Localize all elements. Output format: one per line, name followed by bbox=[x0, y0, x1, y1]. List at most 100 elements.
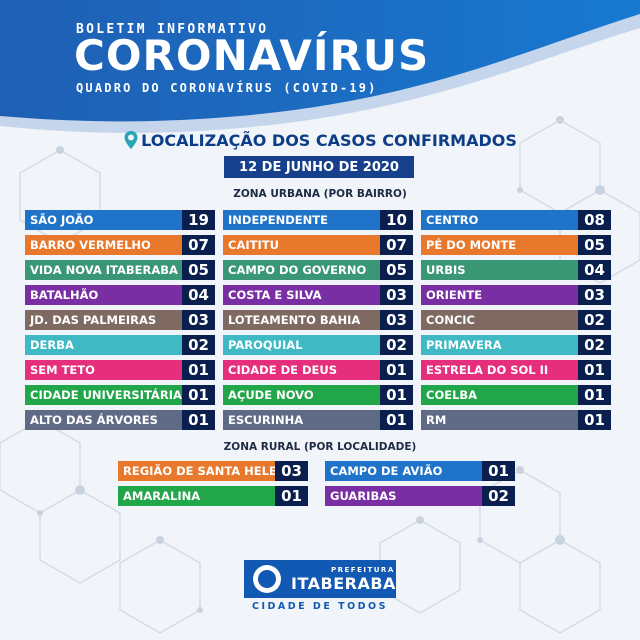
neighborhood-name: PÉ DO MONTE bbox=[426, 238, 517, 252]
neighborhood-item: CENTRO 08 bbox=[421, 210, 611, 230]
slogan: CIDADE DE TODOS bbox=[252, 601, 388, 612]
case-count: 04 bbox=[578, 260, 611, 280]
case-count: 01 bbox=[182, 360, 215, 380]
case-count: 01 bbox=[578, 360, 611, 380]
neighborhood-name: CIDADE UNIVERSITÁRIA bbox=[30, 388, 182, 402]
neighborhood-item: CAITITU 07 bbox=[223, 235, 413, 255]
neighborhood-name: JD. DAS PALMEIRAS bbox=[30, 313, 157, 327]
neighborhood-name: LOTEAMENTO BAHIA bbox=[228, 313, 361, 327]
neighborhood-item: RM 01 bbox=[421, 410, 611, 430]
location-title: LOCALIZAÇÃO DOS CASOS CONFIRMADOS bbox=[141, 130, 517, 150]
neighborhood-item: REGIÃO DE SANTA HELENA03 bbox=[118, 461, 308, 481]
neighborhood-item: INDEPENDENTE 10 bbox=[223, 210, 413, 230]
neighborhood-item: ORIENTE 03 bbox=[421, 285, 611, 305]
case-count: 03 bbox=[182, 310, 215, 330]
case-count: 01 bbox=[275, 486, 308, 506]
case-count: 01 bbox=[380, 360, 413, 380]
neighborhood-name: GUARIBAS bbox=[330, 489, 397, 503]
case-count: 05 bbox=[182, 260, 215, 280]
case-count: 01 bbox=[182, 385, 215, 405]
neighborhood-item: PRIMAVERA 02 bbox=[421, 335, 611, 355]
prefeitura-logo: PREFEITURA ITABERABA bbox=[244, 560, 396, 598]
org-name: ITABERABA bbox=[291, 573, 396, 593]
neighborhood-item: COSTA E SILVA 03 bbox=[223, 285, 413, 305]
neighborhood-name: ALTO DAS ÁRVORES bbox=[30, 413, 158, 427]
neighborhood-name: CIDADE DE DEUS bbox=[228, 363, 337, 377]
page-title: CORONAVÍRUS bbox=[74, 31, 430, 80]
neighborhood-name: ESTRELA DO SOL II bbox=[426, 363, 549, 377]
neighborhood-item: AMARALINA 01 bbox=[118, 486, 308, 506]
rural-zone-heading: ZONA RURAL (POR LOCALIDADE) bbox=[223, 441, 417, 453]
neighborhood-item: CONCIC 02 bbox=[421, 310, 611, 330]
case-count: 01 bbox=[482, 461, 515, 481]
neighborhood-item: COELBA 01 bbox=[421, 385, 611, 405]
neighborhood-item: BATALHÃO 04 bbox=[25, 285, 215, 305]
map-pin-icon bbox=[124, 131, 138, 149]
neighborhood-name: ESCURINHA bbox=[228, 413, 304, 427]
neighborhood-name: CAMPO DE AVIÃO bbox=[330, 464, 443, 478]
case-count: 07 bbox=[182, 235, 215, 255]
neighborhood-item: CIDADE DE DEUS 01 bbox=[223, 360, 413, 380]
neighborhood-item: PÉ DO MONTE 05 bbox=[421, 235, 611, 255]
neighborhood-name: VIDA NOVA ITABERABA bbox=[30, 263, 178, 277]
case-count: 08 bbox=[578, 210, 611, 230]
location-heading: LOCALIZAÇÃO DOS CASOS CONFIRMADOS bbox=[0, 130, 640, 150]
neighborhood-item: ALTO DAS ÁRVORES 01 bbox=[25, 410, 215, 430]
org-label: PREFEITURA bbox=[331, 565, 395, 574]
case-count: 02 bbox=[578, 310, 611, 330]
neighborhood-name: AMARALINA bbox=[123, 489, 201, 503]
case-count: 03 bbox=[275, 461, 308, 481]
bulletin-kicker: BOLETIM INFORMATIVO bbox=[76, 22, 269, 37]
neighborhood-name: CONCIC bbox=[426, 313, 475, 327]
case-count: 02 bbox=[482, 486, 515, 506]
neighborhood-name: DERBA bbox=[30, 338, 74, 352]
neighborhood-item: URBIS 04 bbox=[421, 260, 611, 280]
case-count: 07 bbox=[380, 235, 413, 255]
neighborhood-name: RM bbox=[426, 413, 447, 427]
neighborhood-name: SÃO JOÃO bbox=[30, 213, 94, 227]
neighborhood-name: CAITITU bbox=[228, 238, 279, 252]
case-count: 19 bbox=[182, 210, 215, 230]
neighborhood-item: BARRO VERMELHO 07 bbox=[25, 235, 215, 255]
neighborhood-name: PRIMAVERA bbox=[426, 338, 502, 352]
city-seal-icon bbox=[253, 565, 281, 593]
neighborhood-item: JD. DAS PALMEIRAS 03 bbox=[25, 310, 215, 330]
neighborhood-name: BATALHÃO bbox=[30, 288, 99, 302]
urban-zone-heading: ZONA URBANA (POR BAIRRO) bbox=[233, 188, 407, 200]
neighborhood-item: AÇUDE NOVO 01 bbox=[223, 385, 413, 405]
case-count: 10 bbox=[380, 210, 413, 230]
neighborhood-item: SÃO JOÃO 19 bbox=[25, 210, 215, 230]
neighborhood-name: PAROQUIAL bbox=[228, 338, 303, 352]
neighborhood-name: COSTA E SILVA bbox=[228, 288, 322, 302]
case-count: 03 bbox=[380, 310, 413, 330]
neighborhood-name: CAMPO DO GOVERNO bbox=[228, 263, 367, 277]
neighborhood-item: ESCURINHA 01 bbox=[223, 410, 413, 430]
neighborhood-item: GUARIBAS 02 bbox=[325, 486, 515, 506]
report-date: 12 DE JUNHO DE 2020 bbox=[224, 156, 414, 178]
neighborhood-name: ORIENTE bbox=[426, 288, 483, 302]
neighborhood-item: CIDADE UNIVERSITÁRIA 01 bbox=[25, 385, 215, 405]
case-count: 01 bbox=[380, 385, 413, 405]
case-count: 02 bbox=[182, 335, 215, 355]
case-count: 01 bbox=[578, 410, 611, 430]
neighborhood-name: SEM TETO bbox=[30, 363, 95, 377]
neighborhood-name: URBIS bbox=[426, 263, 466, 277]
case-count: 05 bbox=[578, 235, 611, 255]
case-count: 03 bbox=[578, 285, 611, 305]
neighborhood-item: VIDA NOVA ITABERABA 05 bbox=[25, 260, 215, 280]
case-count: 01 bbox=[578, 385, 611, 405]
neighborhood-item: PAROQUIAL 02 bbox=[223, 335, 413, 355]
page-subtitle: QUADRO DO CORONAVÍRUS (COVID-19) bbox=[76, 81, 378, 95]
neighborhood-item: ESTRELA DO SOL II 01 bbox=[421, 360, 611, 380]
neighborhood-item: CAMPO DE AVIÃO 01 bbox=[325, 461, 515, 481]
case-count: 02 bbox=[578, 335, 611, 355]
neighborhood-name: BARRO VERMELHO bbox=[30, 238, 151, 252]
case-count: 03 bbox=[380, 285, 413, 305]
neighborhood-item: SEM TETO 01 bbox=[25, 360, 215, 380]
header-banner bbox=[0, 0, 640, 133]
case-count: 02 bbox=[380, 335, 413, 355]
case-count: 04 bbox=[182, 285, 215, 305]
neighborhood-item: LOTEAMENTO BAHIA 03 bbox=[223, 310, 413, 330]
neighborhood-name: INDEPENDENTE bbox=[228, 213, 328, 227]
case-count: 01 bbox=[182, 410, 215, 430]
